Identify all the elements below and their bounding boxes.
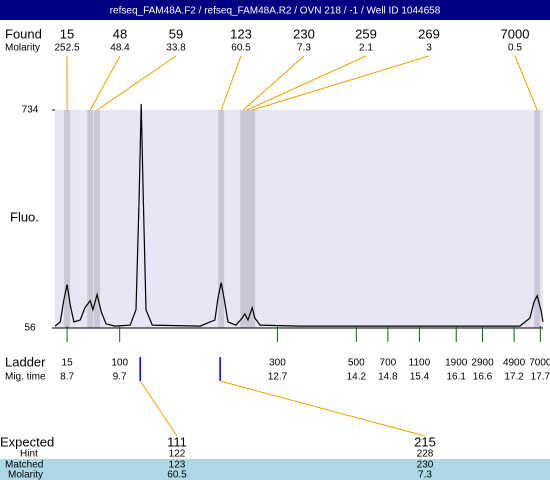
- ladder-size: 4900: [503, 358, 526, 369]
- plot-area: [55, 110, 543, 328]
- ladder-time: 16.6: [473, 372, 493, 383]
- expected-label: Expected: [0, 434, 54, 449]
- ladder-size: 1900: [445, 358, 468, 369]
- ladder-time: 17.2: [504, 372, 524, 383]
- found-size: 269: [418, 26, 440, 41]
- expected-molarity: 7.3: [418, 470, 432, 480]
- connector: [246, 55, 367, 111]
- ladder-time: 14.2: [347, 372, 367, 383]
- y-tick-label: 734: [22, 105, 39, 116]
- ladder-size: 1100: [409, 358, 431, 369]
- y-axis-label: Fluo.: [10, 209, 39, 224]
- found-band: [94, 110, 101, 328]
- found-molarity: 48.4: [110, 43, 130, 54]
- ladder-size: 7000: [529, 358, 550, 369]
- expected-size: 111: [167, 434, 187, 449]
- matched-band: [0, 459, 550, 480]
- found-size: 15: [60, 26, 74, 41]
- found-size: 7000: [501, 26, 530, 41]
- ladder-size: 500: [348, 358, 365, 369]
- connector: [139, 380, 178, 437]
- hint-label: Hint: [20, 449, 38, 460]
- found-label: Found: [5, 26, 42, 41]
- connector: [96, 55, 177, 111]
- found-molarity: 60.5: [231, 43, 251, 54]
- found-molarity: 2.1: [359, 43, 373, 54]
- expected-size: 215: [414, 434, 436, 449]
- expected-molarity: 60.5: [167, 470, 187, 480]
- ladder-time: 17.7: [531, 372, 550, 383]
- ladder-time: 9.7: [113, 372, 127, 383]
- trace: [54, 103, 544, 327]
- found-molarity: 7.3: [297, 43, 311, 54]
- found-size: 48: [113, 26, 127, 41]
- matched-label: Matched: [5, 460, 43, 471]
- found-molarity: 252.5: [54, 43, 79, 54]
- found-size: 230: [293, 26, 315, 41]
- found-band: [240, 110, 247, 328]
- found-molarity: 3: [426, 43, 432, 54]
- expected-matched: 230: [417, 460, 434, 471]
- found-molarity: 0.5: [508, 43, 522, 54]
- expected-hint: 122: [169, 449, 186, 460]
- ladder-label: Ladder: [5, 354, 46, 369]
- ladder-size: 100: [111, 358, 128, 369]
- ladder-time: 15.4: [410, 372, 430, 383]
- molarity-label: Molarity: [5, 43, 40, 54]
- expected-matched: 123: [169, 460, 186, 471]
- ladder-size: 300: [269, 358, 286, 369]
- y-tick-label: 56: [24, 323, 36, 334]
- found-band: [243, 110, 250, 328]
- ladder-time: 12.7: [268, 372, 288, 383]
- found-molarity: 33.8: [166, 43, 186, 54]
- connector: [220, 55, 242, 111]
- title-bar: [0, 0, 550, 20]
- connector: [514, 55, 538, 111]
- connector: [242, 55, 305, 111]
- title: refseq_FAM48A.F2 / refseq_FAM48A.R2 / OV…: [110, 6, 441, 17]
- expected-hint: 228: [417, 449, 434, 460]
- found-band: [534, 110, 541, 328]
- found-band: [64, 110, 71, 328]
- found-band: [249, 110, 256, 328]
- ladder-size: 2900: [471, 358, 494, 369]
- found-size: 123: [230, 26, 252, 41]
- found-band: [87, 110, 94, 328]
- found-band: [218, 110, 225, 328]
- connector: [89, 55, 121, 111]
- found-size: 259: [355, 26, 377, 41]
- ladder-size: 15: [62, 358, 74, 369]
- found-size: 59: [169, 26, 183, 41]
- connector: [219, 380, 426, 437]
- ladder-time: 14.8: [378, 372, 398, 383]
- connector: [252, 55, 430, 111]
- expected-molarity-label: Molarity: [8, 470, 43, 480]
- mig-time-label: Mig. time: [5, 372, 46, 383]
- ladder-time: 8.7: [60, 372, 74, 383]
- ladder-time: 16.1: [446, 372, 466, 383]
- ladder-size: 700: [380, 358, 397, 369]
